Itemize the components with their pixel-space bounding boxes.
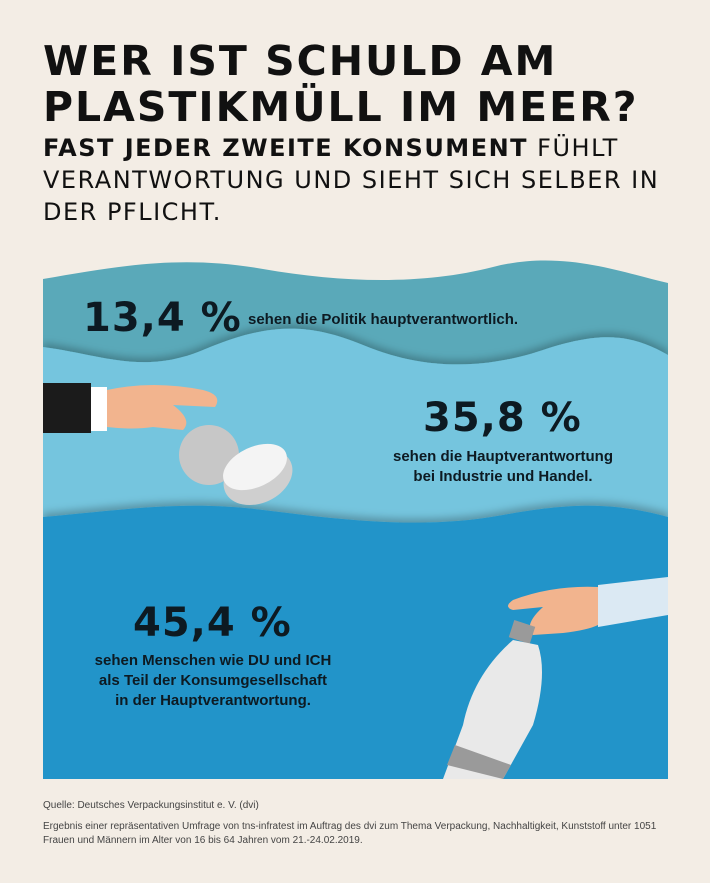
- text-line: in der Hauptverantwortung.: [115, 692, 311, 709]
- subtitle-rest: FÜHLT VERANTWORTUNG UND SIEHT SICH SELBE…: [43, 134, 660, 226]
- wave-layers: [43, 260, 668, 779]
- title: WER IST SCHULD AM PLASTIKMÜLL IM MEER?: [43, 38, 639, 130]
- text-line: als Teil der Konsumgesellschaft: [98, 672, 328, 689]
- text-line: bei Industrie und Handel.: [413, 468, 593, 485]
- title-line-1: WER IST SCHULD AM: [43, 37, 558, 85]
- stat-konsument-text: sehen Menschen wie DU und ICH als Teil d…: [63, 651, 363, 711]
- stat-konsument-value: 45,4 %: [133, 600, 292, 646]
- hand-with-cap-illustration: [43, 383, 293, 506]
- stat-politik-text: sehen die Politik hauptverantwortlich.: [248, 311, 519, 328]
- stat-industrie-text: sehen die Hauptverantwortung bei Industr…: [353, 447, 653, 487]
- stat-politik-value: 13,4 %: [83, 295, 242, 341]
- hand-with-bottle-illustration: [443, 577, 668, 779]
- text-line: sehen die Hauptverantwortung: [392, 448, 614, 465]
- stat-industrie-value: 35,8 %: [423, 395, 582, 441]
- ocean-panel: 13,4 % sehen die Politik hauptverantwort…: [43, 255, 668, 779]
- survey-note: Ergebnis einer repräsentativen Umfrage v…: [43, 821, 657, 846]
- subtitle-bold: FAST JEDER ZWEITE KONSUMENT: [43, 134, 529, 162]
- title-line-2: PLASTIKMÜLL IM MEER?: [43, 83, 639, 131]
- source: Quelle: Deutsches Verpackungsinstitut e.…: [43, 800, 259, 811]
- text-line: sehen Menschen wie DU und ICH: [94, 652, 332, 669]
- subtitle: FAST JEDER ZWEITE KONSUMENT FÜHLT VERANT…: [43, 132, 693, 228]
